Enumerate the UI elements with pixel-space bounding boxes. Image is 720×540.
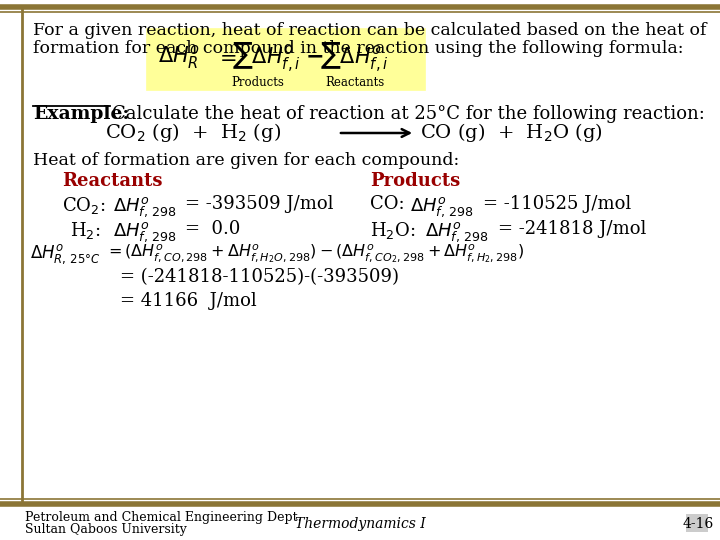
Text: $=$: $=$: [215, 47, 236, 67]
Text: $\Delta H^o_{f,\,298}$: $\Delta H^o_{f,\,298}$: [410, 195, 474, 219]
Text: $\Delta H^o_R$: $\Delta H^o_R$: [158, 43, 199, 71]
Text: CO$_2$ (g)  +  H$_2$ (g): CO$_2$ (g) + H$_2$ (g): [105, 122, 281, 145]
Text: CO$_2$:: CO$_2$:: [62, 195, 105, 216]
Text: For a given reaction, heat of reaction can be calculated based on the heat of: For a given reaction, heat of reaction c…: [33, 22, 706, 39]
Text: H$_2$O:: H$_2$O:: [370, 220, 415, 241]
Text: $\Delta H^o_{f,\,298}$: $\Delta H^o_{f,\,298}$: [425, 220, 489, 244]
Text: Products: Products: [232, 77, 284, 90]
Text: Thermodynamics I: Thermodynamics I: [294, 517, 426, 531]
Text: = 41166  J/mol: = 41166 J/mol: [120, 292, 257, 310]
Text: Calculate the heat of reaction at 25°C for the following reaction:: Calculate the heat of reaction at 25°C f…: [112, 105, 705, 123]
Text: $\Delta H^o_{R,\,25°C}$: $\Delta H^o_{R,\,25°C}$: [30, 242, 101, 266]
Text: $\sum\Delta H^o_{f,i}$: $\sum\Delta H^o_{f,i}$: [320, 40, 389, 74]
Text: $\Delta H^o_{f,\,298}$: $\Delta H^o_{f,\,298}$: [113, 220, 177, 244]
Text: $\mathbf{-}$: $\mathbf{-}$: [305, 45, 323, 65]
Text: Reactants: Reactants: [325, 77, 384, 90]
Text: $\Delta H^o_{f,\,298}$: $\Delta H^o_{f,\,298}$: [113, 195, 177, 219]
Text: = -241818 J/mol: = -241818 J/mol: [498, 220, 647, 238]
Text: Petroleum and Chemical Engineering Dept.: Petroleum and Chemical Engineering Dept.: [25, 511, 302, 524]
Text: CO (g)  +  H$_2$O (g): CO (g) + H$_2$O (g): [420, 122, 603, 145]
FancyBboxPatch shape: [686, 514, 708, 532]
Text: Reactants: Reactants: [62, 172, 163, 190]
FancyBboxPatch shape: [146, 28, 425, 90]
Text: = -110525 J/mol: = -110525 J/mol: [483, 195, 631, 213]
Text: Example:: Example:: [33, 105, 130, 123]
Text: 4-16: 4-16: [683, 517, 714, 531]
Text: $=(\Delta H^o_{f,CO,298}+\Delta H^o_{f,H_2O,298})-(\Delta H^o_{f,CO_2,298}+\Delt: $=(\Delta H^o_{f,CO,298}+\Delta H^o_{f,H…: [105, 242, 524, 265]
Text: formation for each compound in the reaction using the following formula:: formation for each compound in the react…: [33, 40, 683, 57]
Text: Heat of formation are given for each compound:: Heat of formation are given for each com…: [33, 152, 459, 169]
Text: H$_2$:: H$_2$:: [70, 220, 101, 241]
Text: $\sum\Delta H^o_{f,i}$: $\sum\Delta H^o_{f,i}$: [232, 40, 300, 74]
Text: Products: Products: [370, 172, 460, 190]
Text: =  0.0: = 0.0: [185, 220, 240, 238]
Text: = (-241818-110525)-(-393509): = (-241818-110525)-(-393509): [120, 268, 399, 286]
Text: CO:: CO:: [370, 195, 405, 213]
Text: Sultan Qaboos University: Sultan Qaboos University: [25, 523, 187, 537]
Text: = -393509 J/mol: = -393509 J/mol: [185, 195, 333, 213]
